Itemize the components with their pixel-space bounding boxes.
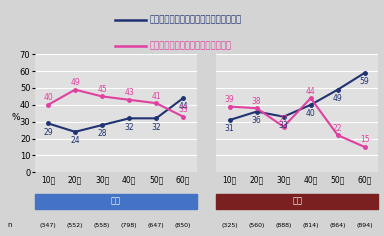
Text: (552): (552)	[67, 223, 83, 228]
Text: インスタント食品はあまり食べないほう: インスタント食品はあまり食べないほう	[150, 16, 242, 25]
Text: インスタント食品をよく食べるほう: インスタント食品をよく食べるほう	[150, 42, 232, 51]
Text: 38: 38	[252, 97, 262, 106]
Text: 32: 32	[124, 122, 134, 131]
Text: 29: 29	[43, 128, 53, 137]
Text: 28: 28	[98, 129, 107, 138]
Text: 24: 24	[70, 136, 80, 145]
Text: (647): (647)	[148, 223, 164, 228]
Text: 41: 41	[151, 92, 161, 101]
Text: 男性: 男性	[111, 197, 121, 206]
Text: (864): (864)	[329, 223, 346, 228]
Text: (850): (850)	[175, 223, 191, 228]
Y-axis label: %: %	[11, 113, 20, 122]
Text: 27: 27	[279, 115, 288, 124]
Text: 39: 39	[225, 95, 235, 104]
Text: 45: 45	[97, 85, 107, 94]
Text: 15: 15	[360, 135, 369, 144]
Text: 49: 49	[70, 78, 80, 87]
Text: (894): (894)	[356, 223, 373, 228]
Text: 40: 40	[306, 109, 316, 118]
Text: 31: 31	[225, 124, 235, 133]
Text: 44: 44	[178, 102, 188, 111]
Text: (558): (558)	[94, 223, 110, 228]
Text: 33: 33	[279, 121, 288, 130]
Text: 36: 36	[252, 116, 262, 125]
Text: 22: 22	[333, 124, 343, 133]
Text: (814): (814)	[303, 223, 319, 228]
Text: (560): (560)	[248, 223, 265, 228]
Text: (888): (888)	[275, 223, 292, 228]
Text: 女性: 女性	[292, 197, 302, 206]
Text: 43: 43	[124, 88, 134, 97]
Text: 44: 44	[306, 87, 316, 96]
Text: 49: 49	[333, 94, 343, 103]
Text: (798): (798)	[121, 223, 137, 228]
Text: 33: 33	[178, 105, 188, 114]
Text: 32: 32	[151, 122, 161, 131]
Text: n: n	[7, 222, 12, 228]
Text: 59: 59	[360, 77, 370, 86]
Text: (347): (347)	[40, 223, 56, 228]
Text: 40: 40	[43, 93, 53, 102]
Text: (325): (325)	[221, 223, 238, 228]
